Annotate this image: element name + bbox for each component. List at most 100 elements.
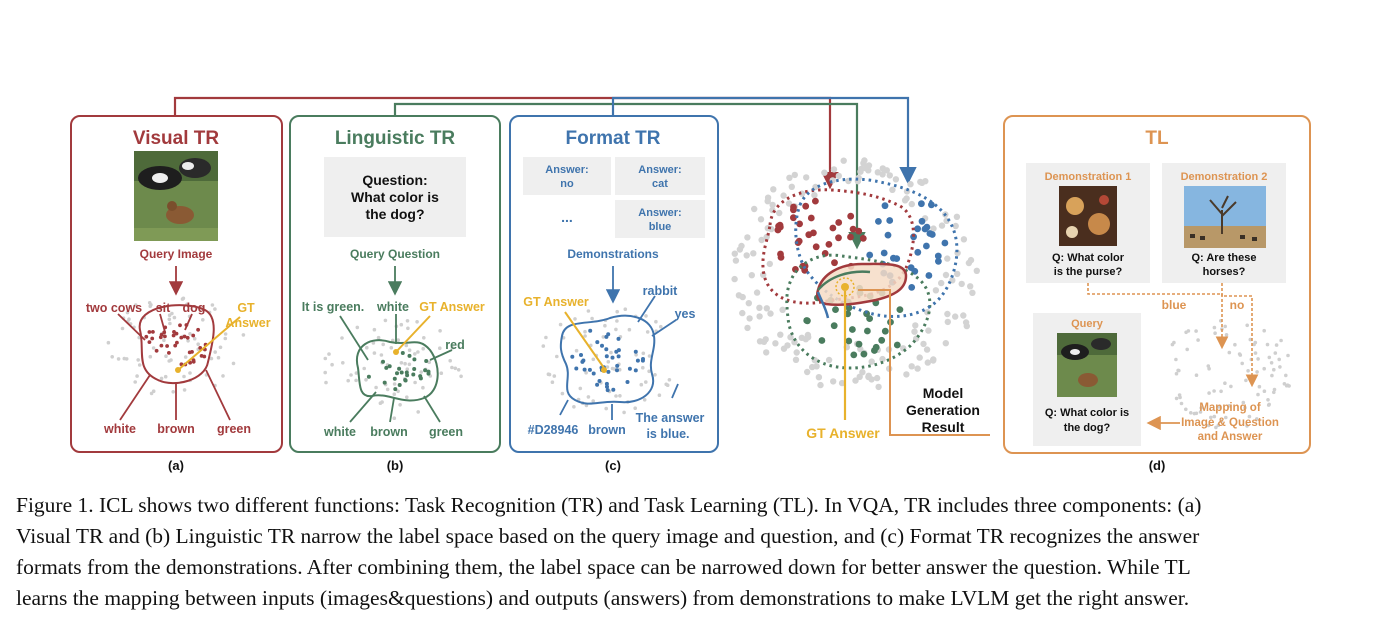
dot — [1277, 357, 1281, 362]
dot — [416, 350, 420, 354]
dot — [110, 355, 114, 359]
dot — [865, 162, 873, 169]
dot — [852, 377, 859, 384]
dot — [832, 306, 839, 313]
dot — [587, 367, 592, 372]
dot — [751, 205, 758, 213]
dot — [1224, 415, 1228, 420]
dot — [148, 354, 153, 359]
dot — [776, 221, 784, 229]
dot — [614, 394, 618, 398]
dot — [393, 387, 398, 392]
dot — [942, 340, 949, 347]
svg-text:cat: cat — [652, 178, 668, 190]
dot — [1253, 351, 1258, 355]
dot — [400, 351, 405, 355]
panel-format-tr: Format TR Answer: no Answer: cat Answer:… — [509, 115, 719, 473]
dot — [614, 349, 619, 354]
dot — [187, 350, 192, 355]
dot — [763, 233, 770, 241]
dot — [586, 395, 591, 399]
dot — [914, 365, 921, 372]
dot — [793, 349, 800, 356]
dot — [349, 373, 353, 377]
dot — [1256, 357, 1260, 361]
dot — [918, 200, 925, 208]
dot — [150, 336, 155, 341]
dot — [811, 192, 818, 199]
dot — [653, 373, 657, 377]
dot — [163, 374, 168, 379]
demo2-title: Demonstration 2 — [1181, 171, 1268, 183]
dot — [541, 344, 546, 348]
region-lines-a — [117, 313, 231, 421]
dot — [825, 356, 833, 364]
dot — [835, 219, 843, 226]
dot — [392, 376, 397, 381]
dot — [173, 343, 178, 348]
dot — [147, 301, 152, 305]
dot — [323, 370, 328, 375]
dot — [918, 217, 926, 225]
dot — [1272, 367, 1276, 372]
label-gt: GT — [237, 301, 255, 315]
dot — [588, 328, 593, 333]
dot — [604, 354, 609, 359]
dot — [407, 353, 412, 358]
dot — [124, 357, 129, 361]
dot — [780, 345, 788, 352]
dot — [831, 259, 838, 267]
dot — [642, 398, 647, 402]
dot — [923, 346, 931, 353]
dot — [802, 202, 810, 210]
query-question-label: Query Question — [350, 247, 440, 261]
dot — [790, 203, 797, 211]
dot — [926, 230, 934, 237]
dot — [163, 334, 167, 339]
intersection-region — [816, 262, 908, 307]
dot — [171, 333, 176, 338]
label-it-is-green: It is green. — [302, 300, 365, 314]
dot — [382, 380, 387, 385]
dot — [423, 368, 428, 373]
label-answer: Answer — [225, 316, 270, 330]
dot — [1269, 361, 1274, 365]
dot — [763, 305, 770, 312]
dot — [418, 376, 423, 381]
question-line-3: the dog? — [365, 206, 424, 222]
dot — [731, 250, 738, 257]
dot — [399, 322, 404, 327]
dot — [791, 339, 798, 346]
dot — [453, 366, 458, 371]
dot — [426, 369, 431, 374]
dot — [641, 357, 645, 361]
dot — [178, 323, 182, 328]
dots-d — [1170, 319, 1291, 430]
label-brown: brown — [157, 422, 195, 436]
dot — [960, 312, 967, 319]
dot — [625, 380, 630, 384]
dot — [756, 313, 763, 320]
dot — [743, 252, 750, 259]
dot — [849, 225, 857, 233]
ellipsis: ... — [561, 209, 573, 225]
dot — [422, 336, 426, 340]
dot — [374, 385, 378, 390]
dot — [744, 234, 751, 241]
dot — [1189, 411, 1193, 415]
mapping-line3: and Answer — [1198, 431, 1263, 443]
svg-text:Answer:: Answer: — [638, 207, 681, 219]
dot — [908, 284, 916, 291]
dot — [921, 225, 929, 233]
dot — [167, 317, 172, 322]
dot — [412, 357, 417, 362]
dot — [586, 309, 591, 313]
dot — [383, 318, 388, 323]
dot — [779, 306, 786, 313]
dot — [1256, 392, 1260, 397]
dot — [780, 192, 787, 199]
dot — [1241, 400, 1246, 405]
dot — [159, 332, 164, 337]
dot — [914, 225, 921, 233]
dot — [392, 416, 397, 421]
